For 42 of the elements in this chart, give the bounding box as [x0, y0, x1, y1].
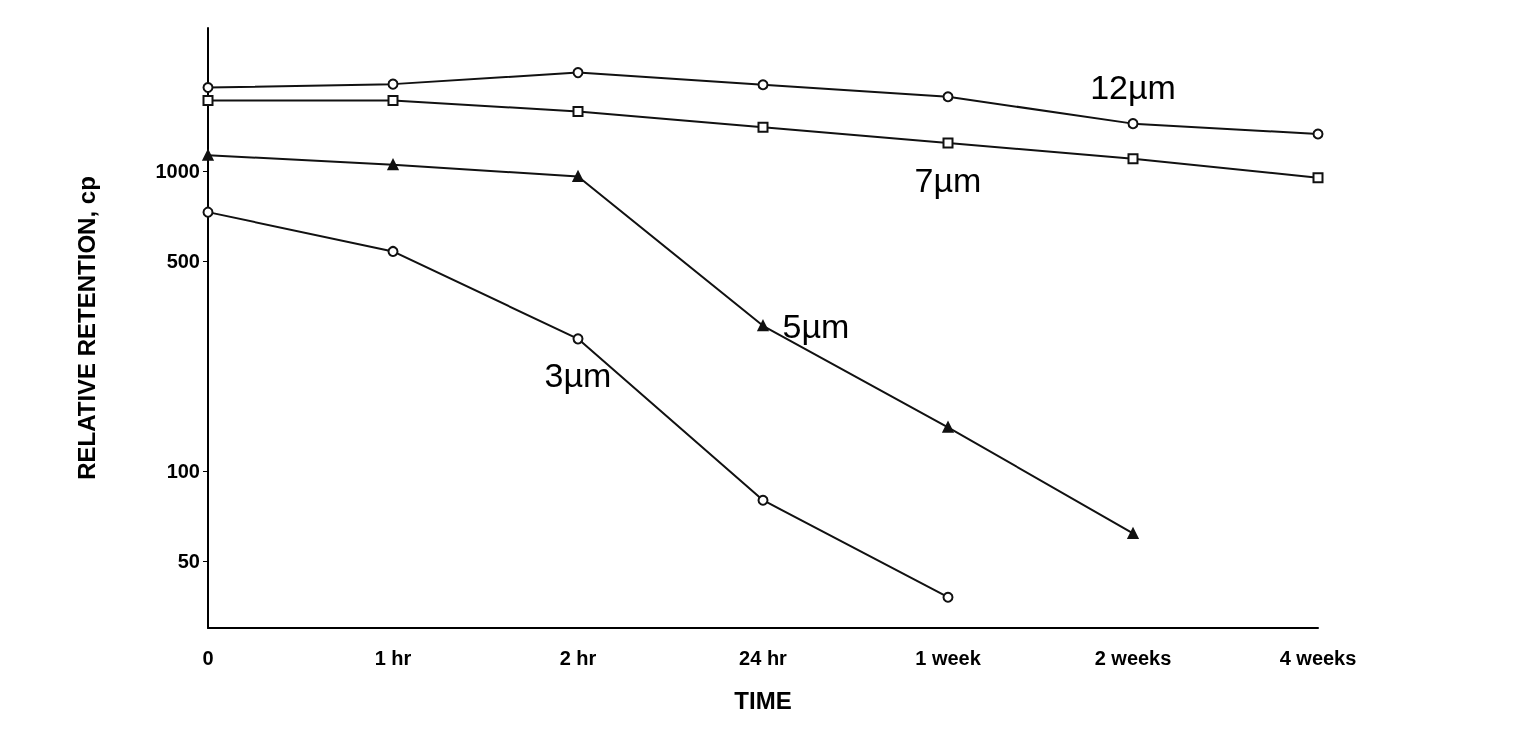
point: [942, 137, 954, 149]
point: [942, 591, 954, 603]
point: [1127, 527, 1139, 539]
point: [942, 421, 954, 433]
point: [1312, 128, 1324, 140]
point: [942, 91, 954, 103]
x-tick-label: 24 hr: [739, 647, 788, 669]
point: [387, 78, 399, 90]
x-tick-label: 2 weeks: [1094, 647, 1172, 669]
point: [202, 94, 214, 106]
y-tick-label: 1000: [155, 160, 200, 183]
y-tick-label: 50: [177, 550, 200, 573]
point: [1312, 172, 1324, 184]
x-tick-label: 1 hr: [374, 647, 412, 669]
point: [572, 170, 584, 182]
x-tick-label: 2 hr: [559, 647, 597, 669]
series-label: 5µm: [782, 306, 850, 345]
y-tick-label: 500: [166, 250, 200, 273]
point: [202, 82, 214, 94]
x-tick-label: 1 week: [915, 647, 982, 669]
point: [1127, 118, 1139, 130]
x-tick-label: 0: [202, 647, 214, 669]
point: [572, 67, 584, 79]
point: [387, 245, 399, 257]
point: [757, 494, 769, 506]
point: [757, 121, 769, 133]
x-axis-title: TIME: [734, 686, 792, 714]
x-tick-label: 4 weeks: [1279, 647, 1357, 669]
y-axis-title: RELATIVE RETENTION, cp: [72, 176, 100, 480]
series-label: 7µm: [914, 160, 982, 199]
point: [387, 94, 399, 106]
point: [202, 206, 214, 218]
series-label: 12µm: [1090, 68, 1176, 107]
point: [572, 106, 584, 118]
series-label: 3µm: [544, 356, 612, 395]
point: [757, 320, 769, 332]
point: [387, 159, 399, 171]
point: [757, 79, 769, 91]
y-tick-label: 100: [166, 460, 200, 483]
point: [572, 333, 584, 345]
point: [1127, 153, 1139, 165]
point: [202, 149, 214, 161]
